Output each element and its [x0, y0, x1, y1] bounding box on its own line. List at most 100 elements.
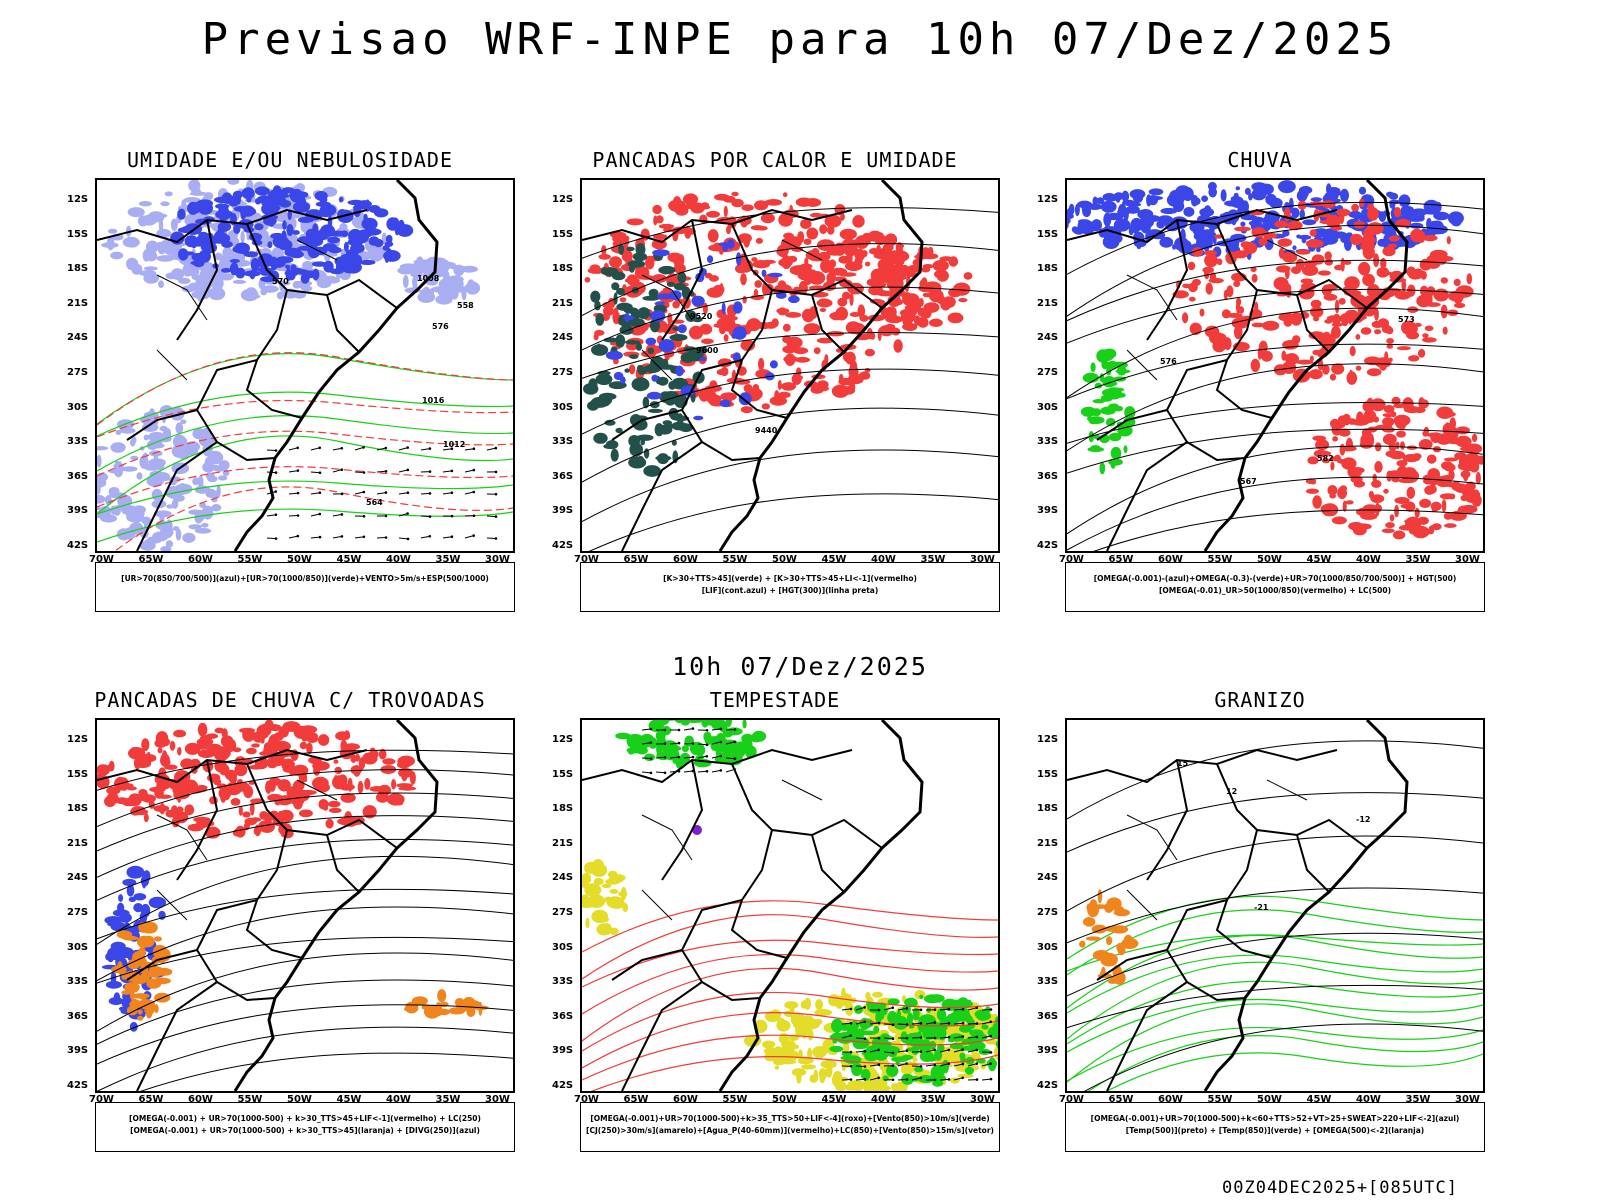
- lon-tick-label: 65W: [138, 1094, 164, 1105]
- legend-line: [OMEGA(-0.001) + UR>70(1000-500) + k>30_…: [129, 1114, 481, 1123]
- panel-granizo: GRANIZO -12 -21 12 15 12S 15S 18S 21S 24S 27S 30S 33…: [1025, 688, 1495, 1168]
- thunder-red: [97, 720, 417, 839]
- contour-label: -12: [1356, 815, 1370, 824]
- rh-upper-ocean: [397, 256, 481, 305]
- map-canvas: [582, 720, 998, 1091]
- lon-tick-label: 30W: [485, 554, 510, 565]
- lon-tick-label: 60W: [673, 1094, 698, 1105]
- legend-line: [K>30+TTS>45](verde) + [K>30+TTS>45+LI<-…: [663, 574, 917, 583]
- lon-tick-label: 40W: [1356, 1094, 1381, 1105]
- minor-borders: [641, 239, 823, 381]
- lat-tick-label: 18S: [67, 263, 89, 275]
- state-borders: [582, 748, 883, 1091]
- coastline: [233, 720, 439, 1091]
- lat-tick-label: 18S: [552, 263, 574, 275]
- lat-tick-label: 33S: [1037, 436, 1059, 448]
- lat-tick-label: 15S: [552, 768, 574, 780]
- thunder-orange-ocean: [404, 989, 489, 1019]
- lon-tick-label: 40W: [1356, 554, 1381, 565]
- lat-tick-label: 33S: [67, 976, 89, 988]
- legend-line: [OMEGA(-0.01)_UR>50(1000/850)(vermelho) …: [1158, 586, 1392, 595]
- lon-tick-label: 55W: [237, 554, 263, 565]
- lon-tick-label: 30W: [485, 1094, 510, 1105]
- lat-tick-label: 39S: [552, 1045, 574, 1057]
- lon-tick-label: 50W: [1257, 554, 1282, 565]
- lat-tick-label: 12S: [552, 734, 574, 745]
- lon-tick-label: 30W: [1455, 1094, 1480, 1105]
- lon-tick-label: 45W: [1306, 554, 1332, 565]
- lon-tick-label: 70W: [1059, 554, 1084, 565]
- instability-ocean: [868, 246, 973, 331]
- lat-tick-label: 21S: [1037, 837, 1059, 849]
- lat-tick-label: 27S: [67, 367, 89, 378]
- panel-tempestade: TEMPESTADE 12S 15S 18S 21S 24S 27S 30S 33S 36S 39S…: [540, 688, 1010, 1168]
- lat-tick-label: 15S: [67, 768, 89, 780]
- lon-tick-label: 60W: [1158, 554, 1183, 565]
- lat-tick-label: 33S: [1037, 976, 1059, 988]
- lat-tick-label: 33S: [552, 976, 574, 988]
- panel-pancadas-calor: PANCADAS POR CALOR E UMIDADE 9600 9520 9440…: [540, 148, 1010, 628]
- lon-tick-label: 70W: [89, 554, 114, 565]
- lat-tick-label: 15S: [1037, 768, 1059, 780]
- map-area: 9600 9520 9440 12S 15S 18S 21S 24S 27S 30S 33S 36S 3…: [552, 178, 1000, 565]
- lon-tick-label: 45W: [1306, 1094, 1332, 1105]
- lon-tick-label: 50W: [772, 1094, 797, 1105]
- legend-line: [Temp(500)](preto) + [Temp(850)](verde) …: [1125, 1126, 1425, 1135]
- legend-box: [K>30+TTS>45](verde) + [K>30+TTS>45+LI<-…: [580, 562, 1000, 612]
- thickness-contours: [97, 352, 513, 551]
- lat-tick-label: 33S: [67, 436, 89, 448]
- lon-tick-label: 35W: [920, 554, 946, 565]
- contour-label: 576: [432, 322, 449, 331]
- lat-tick-label: 21S: [552, 297, 574, 309]
- map-area: 1012 1016 1008 576 570 564 558 12S 15S 18S 21S 24S 2…: [67, 178, 515, 565]
- lon-tick-label: 55W: [1207, 1094, 1233, 1105]
- lat-tick-label: 27S: [552, 367, 574, 378]
- legend-line: [UR>70(850/700/500)](azul)+[UR>70(1000/8…: [121, 574, 489, 583]
- lon-tick-label: 60W: [188, 554, 213, 565]
- lat-tick-label: 21S: [67, 297, 89, 309]
- legend-line: [OMEGA(-0.001)+UR>70(1000-500)+k<60+TTS>…: [1090, 1114, 1460, 1123]
- hgt300-contours: [582, 207, 998, 551]
- lon-tick-label: 70W: [89, 1094, 114, 1105]
- lat-tick-label: 30S: [1037, 941, 1059, 953]
- lat-tick-label: 21S: [1037, 297, 1059, 309]
- legend-box: [UR>70(850/700/500)](azul)+[UR>70(1000/8…: [95, 562, 515, 612]
- map-frame: 9600 9520 9440: [580, 178, 1000, 553]
- legend-line: [OMEGA(-0.001)-(azul)+OMEGA(-0.3)-(verde…: [1093, 574, 1457, 583]
- wind850-green: [829, 994, 998, 1087]
- lon-tick-label: 35W: [920, 1094, 946, 1105]
- legend-line: [CJ(250)>30m/s](amarelo)+[Agua_P(40-60mm…: [586, 1126, 994, 1135]
- contour-label: 15: [1177, 759, 1189, 768]
- lon-tick-label: 65W: [623, 1094, 649, 1105]
- lat-tick-label: 30S: [1037, 401, 1059, 413]
- lat-tick-label: 42S: [552, 540, 574, 551]
- panel-title: GRANIZO: [1214, 688, 1306, 712]
- legend-box: [OMEGA(-0.001)+UR>70(1000-500)+k>35_TTS>…: [580, 1102, 1000, 1152]
- lon-tick-label: 55W: [237, 1094, 263, 1105]
- lat-tick-label: 30S: [552, 941, 574, 953]
- panel-pancadas-trovoadas: PANCADAS DE CHUVA C/ TROVOADAS 12S 15S 18S 2…: [55, 688, 525, 1168]
- contour-label: 573: [1398, 315, 1415, 324]
- contour-label: 564: [366, 498, 383, 507]
- lat-tick-label: 39S: [1037, 1045, 1059, 1057]
- lon-tick-label: 45W: [336, 554, 362, 565]
- map-frame: -12 -21 12 15: [1065, 718, 1485, 1093]
- lat-tick-label: 24S: [552, 872, 574, 884]
- contour-label: 9520: [690, 312, 713, 321]
- lon-tick-label: 30W: [1455, 554, 1480, 565]
- panel-chuva: CHUVA 582 576 573 567 12S 15S 18S 21S 24S 27S 30S 33…: [1025, 148, 1495, 628]
- legend-box: [OMEGA(-0.001)+UR>70(1000-500)+k<60+TTS>…: [1065, 1102, 1485, 1152]
- rh-upper-core: [170, 185, 414, 284]
- lat-tick-label: 36S: [1037, 1010, 1059, 1022]
- lon-tick-label: 60W: [188, 1094, 213, 1105]
- map-canvas: 9600 9520 9440: [582, 180, 998, 551]
- panel-title: TEMPESTADE: [709, 688, 841, 712]
- map-area: -12 -21 12 15 12S 15S 18S 21S 24S 27S 30S 33S 36S 39S…: [1037, 718, 1485, 1105]
- lon-tick-label: 45W: [821, 1094, 847, 1105]
- lat-tick-label: 33S: [552, 436, 574, 448]
- minor-borders: [1126, 779, 1308, 921]
- lon-tick-label: 40W: [871, 554, 896, 565]
- lat-tick-label: 39S: [1037, 505, 1059, 517]
- lon-tick-label: 55W: [722, 1094, 748, 1105]
